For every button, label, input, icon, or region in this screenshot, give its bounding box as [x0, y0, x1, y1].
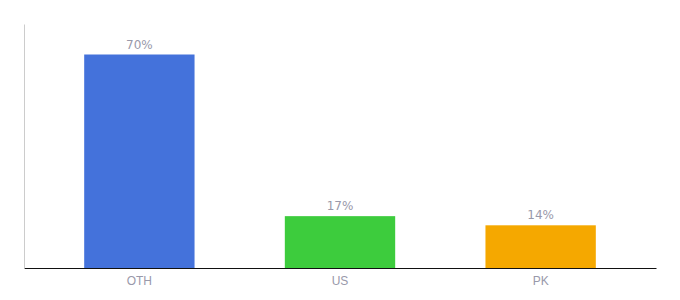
bar — [84, 55, 194, 269]
x-tick: PK — [533, 268, 549, 288]
x-tick-label: US — [332, 274, 349, 288]
x-tick: US — [332, 268, 349, 288]
x-tick: OTH — [127, 268, 152, 288]
y-axis-line — [24, 25, 25, 269]
data-labels: 70% 17% 14% — [126, 38, 554, 223]
bar — [485, 225, 595, 268]
y-axis — [24, 25, 25, 269]
x-tick-label: OTH — [127, 274, 152, 288]
bar — [285, 216, 395, 268]
plot-area: OTH US PK 70% 17% 14% — [25, 25, 657, 288]
data-label: 17% — [327, 199, 354, 213]
data-label: 14% — [527, 208, 554, 222]
x-tick-label: PK — [533, 274, 549, 288]
x-axis: OTH US PK — [25, 268, 657, 288]
bars — [84, 55, 596, 269]
x-axis-line — [25, 268, 657, 269]
chart-container: OTH US PK 70% 17% 14% — [0, 0, 680, 300]
data-label: 70% — [126, 38, 153, 52]
chart-svg: OTH US PK 70% 17% 14% — [0, 0, 680, 300]
